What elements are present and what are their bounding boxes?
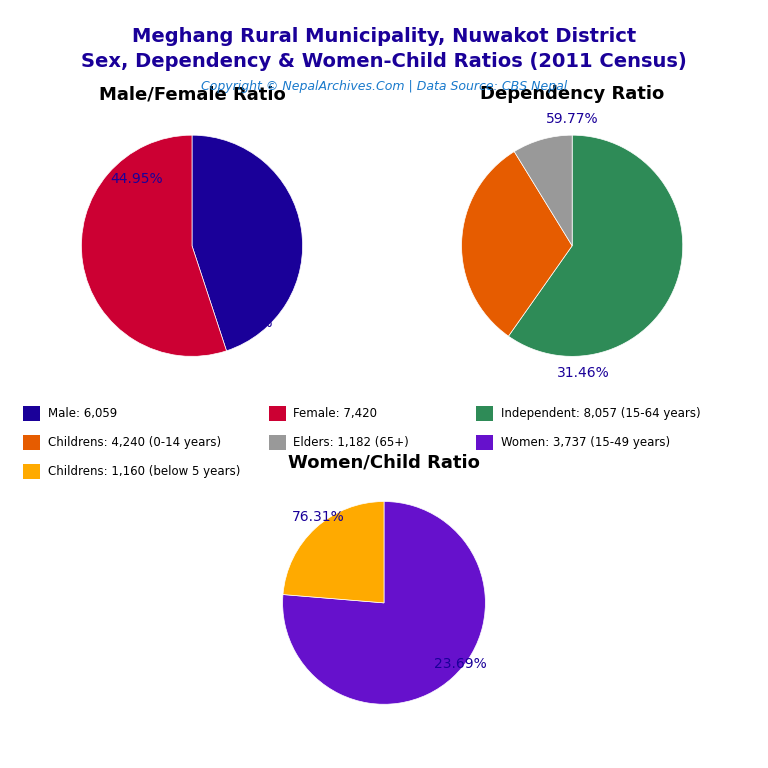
Title: Women/Child Ratio: Women/Child Ratio (288, 454, 480, 472)
Text: 8.77%: 8.77% (0, 767, 1, 768)
Wedge shape (283, 502, 384, 603)
Text: 59.77%: 59.77% (546, 111, 598, 126)
Text: 23.69%: 23.69% (434, 657, 486, 670)
Text: Childrens: 1,160 (below 5 years): Childrens: 1,160 (below 5 years) (48, 465, 240, 478)
Wedge shape (508, 135, 683, 356)
Text: 44.95%: 44.95% (111, 172, 163, 187)
Text: Independent: 8,057 (15-64 years): Independent: 8,057 (15-64 years) (501, 407, 700, 419)
Text: Childrens: 4,240 (0-14 years): Childrens: 4,240 (0-14 years) (48, 436, 220, 449)
Title: Male/Female Ratio: Male/Female Ratio (98, 85, 286, 103)
Text: Women: 3,737 (15-49 years): Women: 3,737 (15-49 years) (501, 436, 670, 449)
Text: Sex, Dependency & Women-Child Ratios (2011 Census): Sex, Dependency & Women-Child Ratios (20… (81, 52, 687, 71)
Text: Meghang Rural Municipality, Nuwakot District: Meghang Rural Municipality, Nuwakot Dist… (132, 27, 636, 46)
Title: Dependency Ratio: Dependency Ratio (480, 85, 664, 103)
Wedge shape (515, 135, 572, 246)
Text: Female: 7,420: Female: 7,420 (293, 407, 377, 419)
Text: Elders: 1,182 (65+): Elders: 1,182 (65+) (293, 436, 409, 449)
Text: 31.46%: 31.46% (557, 366, 610, 380)
Text: Copyright © NepalArchives.Com | Data Source: CBS Nepal: Copyright © NepalArchives.Com | Data Sou… (201, 80, 567, 93)
Text: Male: 6,059: Male: 6,059 (48, 407, 117, 419)
Wedge shape (81, 135, 227, 356)
Text: 55.05%: 55.05% (221, 316, 273, 330)
Wedge shape (462, 151, 572, 336)
Text: 76.31%: 76.31% (292, 510, 345, 524)
Wedge shape (283, 502, 485, 704)
Wedge shape (192, 135, 303, 351)
